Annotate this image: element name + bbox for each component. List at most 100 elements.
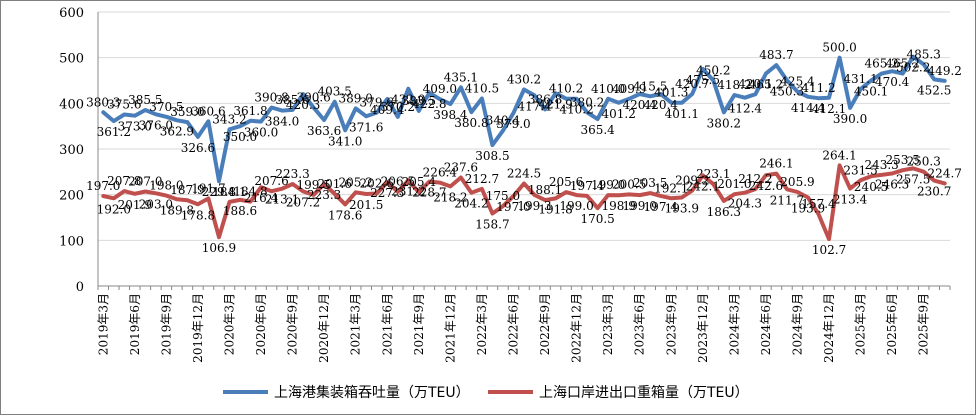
series-1-data-label: 431.1 bbox=[843, 72, 877, 86]
series-2-data-label: 228.7 bbox=[412, 186, 446, 200]
series-1-data-label: 379.6 bbox=[360, 96, 394, 110]
x-tick-label: 2019年12月 bbox=[191, 293, 205, 363]
x-tick-label: 2024年6月 bbox=[759, 293, 773, 355]
series-1-data-label: 365.4 bbox=[580, 123, 615, 137]
axes: 0 100 200 300 400 500 600 2019年3月 2019年6月 2019年9月… bbox=[59, 6, 951, 363]
series-1-data-label: 380.2 bbox=[570, 95, 604, 109]
data-labels: 380.3 361.2 375.6 373.0 385.5 376.0 370.5 362.9… bbox=[86, 41, 962, 257]
series-2-data-label: 209.2 bbox=[675, 173, 709, 187]
x-tick-label: 2023年6月 bbox=[633, 293, 647, 355]
series-2-data-label: 216.4 bbox=[244, 191, 279, 205]
series-1-data-label: 420.1 bbox=[738, 77, 772, 91]
series-1-data-label: 409.9 bbox=[612, 82, 646, 96]
series-1-data-label: 386.8 bbox=[528, 92, 562, 106]
series-1-data-label: 326.6 bbox=[181, 141, 215, 155]
series-2-data-label: 192.0 bbox=[97, 202, 131, 216]
series-1-data-label: 383.5 bbox=[402, 94, 436, 108]
series-1-data-label: 417.4 bbox=[517, 99, 552, 113]
series-1-data-label: 343.2 bbox=[212, 112, 246, 126]
series-2-data-label: 264.1 bbox=[822, 148, 856, 162]
x-tick-label: 2023年3月 bbox=[601, 293, 615, 355]
series-1-data-label: 421.9 bbox=[538, 97, 572, 111]
series-2-data-label: 203.5 bbox=[633, 176, 667, 190]
x-tick-label: 2024年12月 bbox=[822, 293, 836, 363]
series-1-data-label: 465.2 bbox=[864, 57, 898, 71]
x-tick-label: 2022年3月 bbox=[475, 293, 489, 355]
series-1-data-label: 409.0 bbox=[423, 82, 457, 96]
series-1-data-label: 465.2 bbox=[749, 78, 783, 92]
series-2-data-label: 242.1 bbox=[686, 179, 720, 193]
series-2-data-label: 218.2 bbox=[433, 190, 467, 204]
series-2-data-label: 204.3 bbox=[728, 197, 762, 211]
series-2-data-label: 240.5 bbox=[854, 180, 888, 194]
series-1-data-label: 360.6 bbox=[191, 104, 225, 118]
y-tick-label: 100 bbox=[59, 234, 84, 249]
x-tick-label: 2019年6月 bbox=[128, 293, 142, 355]
series-2-data-label: 178.8 bbox=[181, 208, 215, 222]
series-2-data-label: 223.3 bbox=[307, 188, 341, 202]
series-2-data-label: 203.0 bbox=[139, 197, 173, 211]
series-1-data-label: 409.4 bbox=[370, 103, 405, 117]
series-1-data-label: 411.2 bbox=[801, 81, 835, 95]
x-tick-label: 2023年9月 bbox=[664, 293, 678, 355]
series-1-data-label: 384.0 bbox=[265, 115, 299, 129]
series-2-line bbox=[101, 163, 947, 242]
series-2-data-label: 253.5 bbox=[885, 153, 919, 167]
series-2-data-label: 197.0 bbox=[496, 200, 530, 214]
y-tick-label: 0 bbox=[76, 280, 84, 295]
series-2-data-label: 242.6 bbox=[749, 179, 783, 193]
series-1-data-label: 385.5 bbox=[128, 93, 162, 107]
series-2-data-label: 231.5 bbox=[843, 163, 877, 177]
x-tick-label: 2022年9月 bbox=[538, 293, 552, 355]
series-2-data-label: 231.2 bbox=[391, 184, 425, 198]
legend: 上海港集装箱吞吐量（万TEU） 上海口岸进出口重箱量（万TEU） bbox=[223, 384, 749, 401]
series-1-data-label: 422.8 bbox=[412, 97, 446, 111]
x-tick-label: 2020年6月 bbox=[254, 293, 268, 355]
x-tick-label: 2022年6月 bbox=[506, 293, 520, 355]
series-2-data-label: 188.6 bbox=[223, 204, 257, 218]
series-2-data-label: 213.1 bbox=[265, 193, 299, 207]
series-1-data-label: 415.5 bbox=[633, 79, 667, 93]
series-2-data-label: 191.7 bbox=[191, 181, 225, 195]
series-2-data-label: 201.6 bbox=[317, 177, 351, 191]
series-1-data-label: 412.1 bbox=[812, 102, 846, 116]
series-1-data-label: 401.2 bbox=[601, 107, 635, 121]
series-1-data-label: 360.0 bbox=[244, 126, 278, 140]
series-1-data-label: 379.0 bbox=[496, 117, 530, 131]
series-1-data-label: 425.4 bbox=[780, 75, 815, 89]
series-1-data-label: 370.2 bbox=[381, 100, 415, 114]
series-1-data-label: 475.5 bbox=[686, 73, 720, 87]
series-1-data-label: 370.5 bbox=[149, 100, 183, 114]
series-1-data-label: 452.5 bbox=[917, 83, 951, 97]
series-2-data-label: 198.9 bbox=[601, 199, 635, 213]
series-2-data-label: 186.3 bbox=[707, 205, 741, 219]
y-tick-label: 200 bbox=[59, 189, 84, 204]
series-1-data-label: 450.1 bbox=[854, 84, 888, 98]
series-2-data-label: 226.4 bbox=[423, 166, 458, 180]
x-tick-label: 2025年3月 bbox=[854, 293, 868, 355]
series-1-data-label: 340.4 bbox=[486, 114, 521, 128]
series-1-data-label: 371.6 bbox=[349, 120, 383, 134]
series-1-data-label: 470.4 bbox=[875, 75, 910, 89]
series-1-data-label: 401.3 bbox=[654, 86, 688, 100]
series-1-data-label: 414.4 bbox=[791, 101, 826, 115]
series-2-data-label: 187.9 bbox=[170, 183, 204, 197]
series-2-data-label: 243.3 bbox=[864, 158, 898, 172]
legend-label-series-1: 上海港集装箱吞吐量（万TEU） bbox=[274, 384, 470, 401]
series-2-data-label: 212.2 bbox=[738, 172, 772, 186]
series-1-data-label: 350.0 bbox=[223, 130, 257, 144]
series-1-data-label: 389.0 bbox=[339, 91, 373, 105]
series-1-data-label: 483.7 bbox=[759, 48, 793, 62]
series-2-data-label: 197.4 bbox=[644, 200, 679, 214]
series-1-data-label: 410.5 bbox=[465, 82, 499, 96]
series-2-data-label: 202.6 bbox=[360, 176, 394, 190]
series-1-data-label: 500.0 bbox=[822, 41, 856, 55]
series-2-data-label: 201.5 bbox=[349, 198, 383, 212]
series-2-data-label: 170.5 bbox=[580, 212, 614, 226]
series-2-data-label: 157.4 bbox=[801, 197, 836, 211]
x-tick-label: 2023年12月 bbox=[696, 293, 710, 363]
series-2-data-label: 199.0 bbox=[623, 199, 657, 213]
series-2-data-label: 184.8 bbox=[233, 185, 267, 199]
series-2-data-label: 201.9 bbox=[118, 198, 152, 212]
